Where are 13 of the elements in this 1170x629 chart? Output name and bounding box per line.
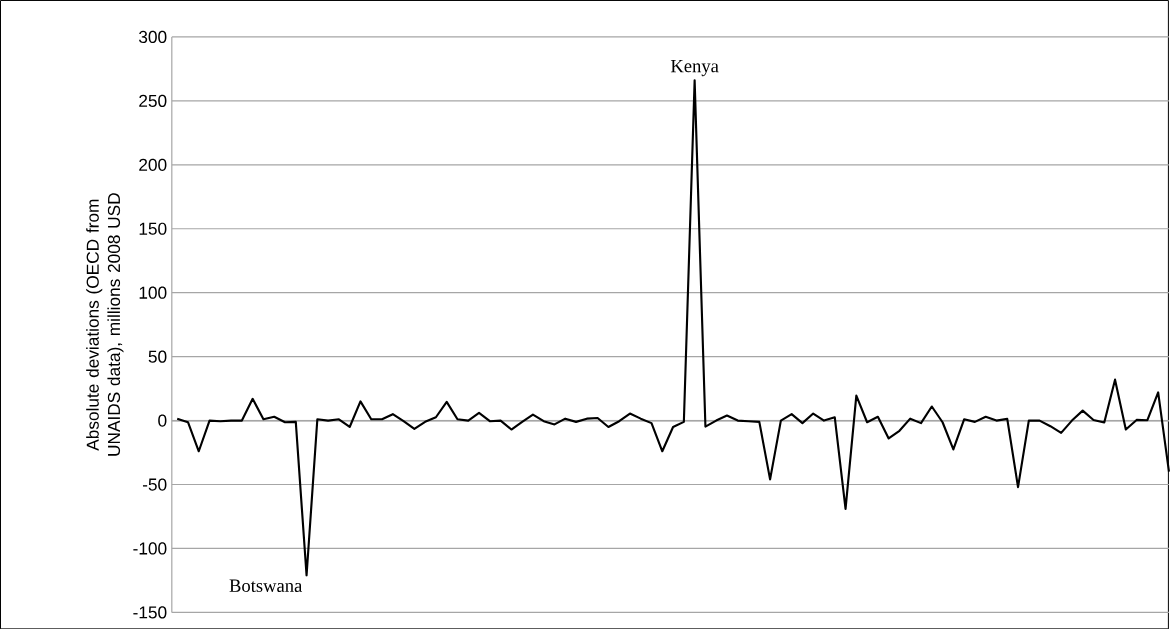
y-tick-label: 50 <box>148 350 167 363</box>
y-tick-label: 300 <box>139 30 167 43</box>
y-tick-label: 0 <box>158 414 167 427</box>
y-tick-label: 250 <box>139 94 167 107</box>
y-tick-label: -100 <box>133 542 167 555</box>
y-tick-label: 100 <box>139 286 167 299</box>
y-axis-title: Absolute deviations (OECD from UNAIDS data), millions 2008 USD <box>86 193 124 456</box>
y-tick-label: 200 <box>139 158 167 171</box>
y-tick-label: -50 <box>142 478 167 491</box>
y-tick-label: 150 <box>139 222 167 235</box>
annotation: Kenya <box>670 59 719 76</box>
annotation: Botswana <box>229 579 303 592</box>
y-tick-label: -150 <box>133 606 167 619</box>
